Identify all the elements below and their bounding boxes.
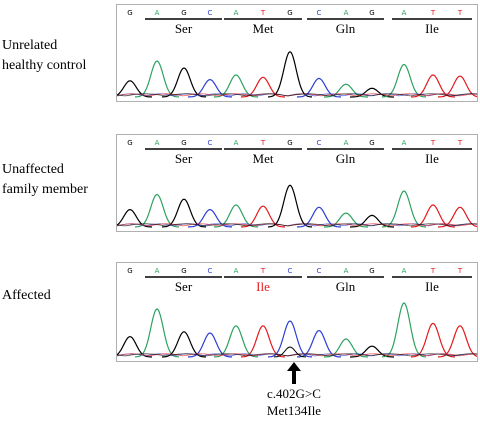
amino-acid-label: Ser [175, 279, 193, 294]
chromatogram-panel-unaffected: G A G C A T G C A G A T T Ser Met Gln Ile [116, 134, 478, 232]
base-call-letter: A [402, 9, 407, 17]
base-call-letter: C [208, 267, 213, 275]
amino-acid-label: Met [253, 21, 274, 36]
row-label-affected: Affected [2, 286, 51, 306]
base-call-letter: T [430, 9, 436, 17]
base-call-letter: C [288, 267, 293, 275]
base-call-letter: T [457, 267, 463, 275]
label-line1: Unaffected [2, 162, 64, 177]
base-call-letter: C [208, 9, 213, 17]
base-call-letter: A [155, 139, 160, 147]
base-call-letter: A [402, 267, 407, 275]
base-call-letter: G [127, 139, 132, 147]
trace-peak [161, 331, 207, 358]
base-call-letter: G [181, 267, 186, 275]
trace-peak [134, 308, 180, 358]
baseline-noise [117, 223, 477, 227]
trace-peak [324, 212, 368, 228]
mutation-annotation: c.402G>C Met134Ile [244, 385, 344, 419]
trace-peak [268, 184, 312, 228]
base-call-letter: T [457, 139, 463, 147]
baseline-noise [117, 353, 477, 357]
label-line2: healthy control [2, 58, 87, 73]
trace-peak [187, 332, 233, 358]
row-label-unaffected: Unaffected family member [2, 160, 88, 200]
amino-acid-label: Ile [425, 151, 439, 166]
mutation-protein: Met134Ile [266, 403, 322, 418]
base-call-letter: A [402, 139, 407, 147]
base-call-letter: G [127, 9, 132, 17]
base-call-letter: A [344, 9, 349, 17]
amino-acid-label: Ser [175, 21, 193, 36]
base-call-letter: G [181, 9, 186, 17]
base-call-letter: C [317, 139, 322, 147]
baseline-noise [117, 93, 477, 97]
arrow-up-icon [287, 362, 301, 384]
base-call-letter: G [369, 267, 374, 275]
trace-peak [187, 208, 233, 228]
row-label-control: Unrelated healthy control [2, 36, 86, 76]
amino-acid-label: Gln [336, 21, 356, 36]
trace-peak [382, 190, 426, 228]
trace-peak [268, 51, 312, 98]
base-call-letter: A [155, 267, 160, 275]
base-call-letter: G [127, 267, 132, 275]
base-call-letter: T [457, 9, 463, 17]
base-call-letter: C [208, 139, 213, 147]
label-line2: family member [2, 182, 88, 197]
base-call-letter: A [344, 267, 349, 275]
base-call-letter: A [155, 9, 160, 17]
base-call-letter: A [234, 267, 239, 275]
mutation-nucleotide: c.402G>C [267, 386, 321, 401]
trace-peak [437, 75, 477, 98]
base-call-letter: G [369, 9, 374, 17]
amino-acid-label: Gln [336, 151, 356, 166]
trace-peak [187, 78, 233, 98]
amino-acid-label: Gln [336, 279, 356, 294]
amino-acid-label: Ile [425, 21, 439, 36]
base-call-letter: G [287, 139, 292, 147]
base-call-letter: G [181, 139, 186, 147]
label-line1: Unrelated [2, 38, 58, 53]
secondary-peak [274, 346, 306, 358]
base-call-letter: T [260, 9, 266, 17]
base-call-letter: T [260, 139, 266, 147]
trace-peak [382, 63, 426, 98]
base-call-letter: T [260, 267, 266, 275]
base-call-letter: T [430, 267, 436, 275]
base-call-letter: G [287, 9, 292, 17]
base-call-letter: T [430, 139, 436, 147]
base-call-letter: A [344, 139, 349, 147]
label-line1: Affected [2, 288, 51, 303]
base-call-letter: G [369, 139, 374, 147]
base-call-letter: C [317, 9, 322, 17]
amino-acid-label: Ile [256, 279, 270, 294]
trace-peak [381, 302, 427, 358]
chromatogram-panel-affected: G A G C A T C C A G A T T Ser Ile Gln Ile [116, 262, 478, 362]
trace-peak [438, 325, 477, 358]
chromatogram-panel-control: G A G C A T G C A G A T T Ser Met Gln Ile [116, 4, 478, 102]
base-call-letter: A [234, 139, 239, 147]
base-call-letter: A [234, 9, 239, 17]
trace-peak [437, 206, 477, 228]
base-call-letter: C [317, 267, 322, 275]
amino-acid-label: Ile [425, 279, 439, 294]
amino-acid-label: Ser [175, 151, 193, 166]
amino-acid-label: Met [253, 151, 274, 166]
trace-peak [324, 83, 368, 98]
